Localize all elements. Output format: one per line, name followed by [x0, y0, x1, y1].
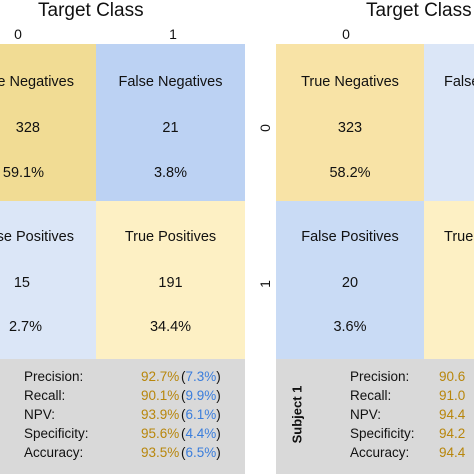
cell-percent: 2.7% — [8, 319, 42, 335]
metric-error: (6.5%) — [181, 445, 221, 460]
cell-count: 323 — [337, 120, 363, 136]
metric-name: Precision: — [24, 369, 84, 384]
metric-row-specificity: Specificity: 95.6% (4.4%) — [0, 426, 245, 445]
right-title: Target Class — [366, 0, 472, 21]
left-cell-false-negatives: False Negatives 21 3.8% — [96, 44, 245, 201]
metric-row-recall: Recall: 91.0 — [276, 388, 474, 407]
metric-error-value: 4.4% — [185, 426, 217, 441]
metric-name: Accuracy: — [24, 445, 84, 460]
metric-row-accuracy: Accuracy: 93.5% (6.5%) — [0, 445, 245, 464]
metric-row-specificity: Specificity: 94.2 — [276, 426, 474, 445]
left-col-label-1: 1 — [169, 26, 177, 42]
cell-label: False Positives — [0, 229, 74, 245]
metric-value: 94.4 — [439, 407, 466, 422]
metric-value: 93.5% — [141, 445, 180, 460]
right-row-label-1: 1 — [257, 280, 273, 288]
cell-label: True Negatives — [0, 74, 74, 90]
metric-error-value: 6.5% — [185, 445, 217, 460]
cell-percent: 34.4% — [149, 319, 192, 335]
metric-value: 93.9% — [141, 407, 180, 422]
cell-count: 15 — [13, 275, 30, 291]
metric-value: 90.1% — [141, 388, 180, 403]
cell-count: 328 — [15, 120, 40, 136]
metric-value: 92.7% — [141, 369, 180, 384]
metric-name: Recall: — [350, 388, 392, 403]
cell-percent: 3.8% — [153, 165, 188, 181]
metric-row-accuracy: Accuracy: 94.4 — [276, 445, 474, 464]
cell-label: True Positives — [124, 229, 217, 245]
metric-name: NPV: — [24, 407, 56, 422]
metric-row-precision: Precision: 92.7% (7.3%) — [0, 369, 245, 388]
metric-row-precision: Precision: 90.6 — [276, 369, 474, 388]
metric-error: (4.4%) — [181, 426, 221, 441]
right-cell-false-positives: False Positives 20 3.6% — [276, 201, 424, 359]
cell-label: False Positives — [301, 229, 399, 245]
metric-name: Precision: — [350, 369, 410, 384]
metric-name: Specificity: — [24, 426, 89, 441]
metric-value: 90.6 — [439, 369, 466, 384]
cell-count: 20 — [341, 275, 359, 291]
left-metrics-panel: Precision: 92.7% (7.3%) Recall: 90.1% (9… — [0, 359, 245, 474]
cell-count: 21 — [162, 120, 179, 136]
metric-value: 94.4 — [439, 445, 466, 460]
metric-value: 94.2 — [439, 426, 466, 441]
right-cell-true-positives: True Positives — [424, 201, 474, 359]
left-cell-false-positives: False Positives 15 2.7% — [0, 201, 96, 359]
cell-label: False Negatives — [444, 74, 474, 90]
cell-percent: 59.1% — [2, 165, 44, 181]
cell-label: False Negatives — [118, 74, 223, 90]
left-col-label-0: 0 — [14, 26, 22, 42]
metric-error-value: 6.1% — [185, 407, 217, 422]
metric-row-recall: Recall: 90.1% (9.9%) — [0, 388, 245, 407]
metric-error: (6.1%) — [181, 407, 221, 422]
metric-error-value: 9.9% — [185, 388, 217, 403]
left-cell-true-positives: True Positives 191 34.4% — [96, 201, 245, 359]
cell-percent: 58.2% — [329, 165, 371, 181]
left-title: Target Class — [38, 0, 144, 21]
metric-name: Recall: — [24, 388, 66, 403]
metric-row-npv: NPV: 94.4 — [276, 407, 474, 426]
left-cell-true-negatives: True Negatives 328 59.1% — [0, 44, 96, 201]
cell-count: 191 — [158, 275, 183, 291]
metric-error-value: 7.3% — [185, 369, 217, 384]
metric-error: (9.9%) — [181, 388, 221, 403]
metric-name: NPV: — [350, 407, 382, 422]
metric-value: 95.6% — [141, 426, 180, 441]
metric-row-npv: NPV: 93.9% (6.1%) — [0, 407, 245, 426]
right-cell-true-negatives: True Negatives 323 58.2% — [276, 44, 424, 201]
cell-label: True Positives — [444, 229, 474, 245]
right-cell-false-negatives: False Negatives — [424, 44, 474, 201]
cell-percent: 3.6% — [333, 319, 367, 335]
metric-error: (7.3%) — [181, 369, 221, 384]
metric-value: 91.0 — [439, 388, 466, 403]
right-row-label-0: 0 — [257, 124, 273, 132]
metric-name: Specificity: — [350, 426, 415, 441]
metric-name: Accuracy: — [350, 445, 410, 460]
cell-label: True Negatives — [301, 74, 399, 90]
right-col-label-0: 0 — [342, 26, 350, 42]
right-metrics-panel: Subject 1 Precision: 90.6 Recall: 91.0 N… — [276, 359, 474, 474]
